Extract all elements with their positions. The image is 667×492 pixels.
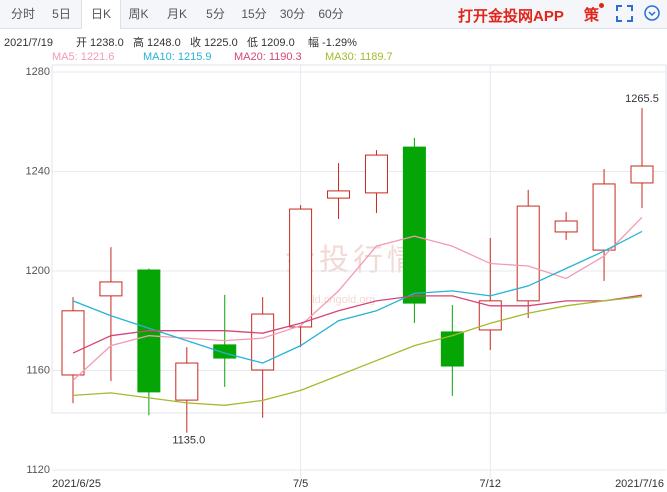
candle-body <box>364 154 388 194</box>
x-tick-label: 7/5 <box>293 478 308 490</box>
tab[interactable]: 日K <box>81 0 121 29</box>
legend-entry: MA5: 1221.6 <box>52 51 114 63</box>
info-item: 开 1238.0 <box>76 37 124 49</box>
toolbar: 打开金投网APP 策 分时 5日 日K 周K 月K 5分 15分 30分 60分 <box>0 0 667 29</box>
candle-body <box>213 344 237 359</box>
x-tick-label: 7/12 <box>480 478 501 490</box>
tab[interactable]: 周K <box>128 7 149 21</box>
ma-line <box>72 216 643 381</box>
chart: 2021/7/19 开 1238.0 高 1248.0 收 1225.0 低 1209.… <box>4 35 667 490</box>
tab[interactable]: 月K <box>166 7 187 21</box>
candle-body <box>251 313 275 371</box>
candle-body <box>289 208 313 328</box>
info-item: 低 1209.0 <box>247 36 295 49</box>
candle-body <box>61 310 85 376</box>
y-tick-label: 1160 <box>26 364 50 376</box>
candle-body <box>327 190 351 199</box>
candle-body <box>554 220 578 233</box>
legend-entry: MA10: 1215.9 <box>143 51 212 63</box>
info-item: 幅 -1.29% <box>308 36 357 49</box>
badge <box>599 3 604 8</box>
ma-line <box>72 295 643 406</box>
info-item: 高 1248.0 <box>133 35 181 49</box>
x-tick-label: 2021/7/16 <box>615 478 664 490</box>
info-item: 收 1225.0 <box>190 35 238 49</box>
x-tick-label: 2021/6/25 <box>52 478 101 490</box>
extreme-label: 1135.0 <box>172 435 205 447</box>
ma-line <box>72 230 643 364</box>
ma-line <box>72 294 643 354</box>
legend-entry: MA20: 1190.3 <box>234 51 302 63</box>
y-tick-label: 1280 <box>26 66 50 78</box>
candle-body <box>175 362 199 401</box>
extreme-label: 1265.5 <box>625 93 659 105</box>
brand[interactable]: 打开金投网APP <box>458 8 564 25</box>
candle-body <box>99 281 123 297</box>
tab[interactable]: 60分 <box>318 7 344 21</box>
more-icon[interactable] <box>644 5 661 22</box>
candle-body <box>516 205 540 302</box>
y-tick-label: 1240 <box>26 165 50 177</box>
candle-body <box>478 300 502 331</box>
candle-body <box>592 183 616 251</box>
candle-body <box>630 165 654 184</box>
plot-frame <box>51 64 667 414</box>
tab[interactable]: 5日 <box>52 7 71 21</box>
tab[interactable]: 5分 <box>206 7 225 21</box>
candle-body <box>402 146 426 304</box>
legend-entry: MA30: 1189.7 <box>325 51 393 63</box>
y-tick-label: 1200 <box>26 265 50 277</box>
tab[interactable]: 15分 <box>241 7 267 21</box>
tab[interactable]: 分时 <box>10 7 35 21</box>
candle-body <box>440 331 464 367</box>
fullscreen-icon[interactable] <box>616 5 633 22</box>
watermark: gold.cngold.org <box>300 294 375 306</box>
info-date: 2021/7/19 <box>4 37 53 49</box>
tab[interactable]: 30分 <box>279 7 306 21</box>
y-tick-label: 1120 <box>26 464 50 476</box>
strategy-icon[interactable]: 策 <box>584 7 600 24</box>
